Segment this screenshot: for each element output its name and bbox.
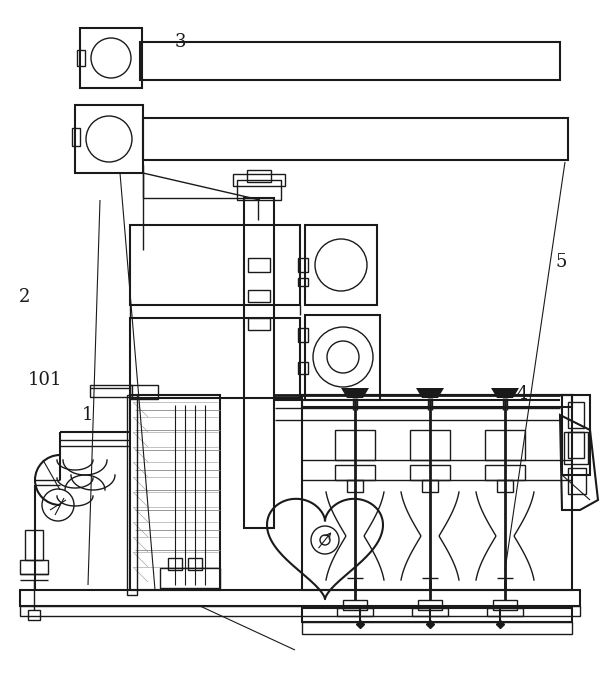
Bar <box>28 610 40 620</box>
Bar <box>75 105 143 173</box>
Text: 4: 4 <box>517 385 527 403</box>
Bar <box>20 590 580 606</box>
Bar <box>347 480 363 492</box>
Bar <box>335 465 375 480</box>
Bar <box>77 50 85 66</box>
Bar <box>188 558 202 570</box>
Bar <box>130 385 158 399</box>
Bar <box>247 170 271 182</box>
Polygon shape <box>416 388 444 398</box>
Bar <box>127 395 137 595</box>
Bar <box>305 315 380 400</box>
Bar <box>305 225 377 305</box>
Bar <box>410 465 450 480</box>
Bar <box>335 430 375 460</box>
Bar <box>343 600 367 610</box>
Bar <box>248 318 270 330</box>
Bar <box>20 560 48 574</box>
Bar <box>410 430 450 460</box>
Bar <box>298 328 308 342</box>
Bar <box>562 395 590 475</box>
Text: 1: 1 <box>81 406 93 424</box>
Bar <box>302 622 572 634</box>
Bar <box>233 174 285 186</box>
Text: 2: 2 <box>19 288 29 306</box>
Bar <box>298 278 308 286</box>
Bar <box>168 558 182 570</box>
Bar <box>487 608 523 616</box>
Bar <box>412 608 448 616</box>
Bar <box>302 395 572 407</box>
Bar <box>298 258 308 272</box>
Bar <box>72 128 80 146</box>
Bar <box>337 608 373 616</box>
Polygon shape <box>491 388 519 398</box>
Bar <box>564 432 588 464</box>
Bar <box>302 395 572 590</box>
Bar <box>302 608 572 622</box>
Bar <box>160 568 220 588</box>
Bar <box>418 600 442 610</box>
Bar <box>485 430 525 460</box>
Polygon shape <box>341 388 369 398</box>
Bar <box>298 362 308 374</box>
Bar <box>130 318 300 398</box>
Bar <box>20 606 580 616</box>
Bar <box>143 118 568 160</box>
Bar <box>244 198 274 528</box>
Bar <box>493 600 517 610</box>
Text: 5: 5 <box>556 253 566 271</box>
Bar <box>130 225 300 305</box>
Bar <box>568 402 584 428</box>
Text: 101: 101 <box>28 371 62 389</box>
Bar <box>248 258 270 272</box>
Bar <box>568 468 586 494</box>
Bar <box>80 28 142 88</box>
Bar <box>90 385 132 397</box>
Bar <box>568 432 584 458</box>
Bar <box>422 480 438 492</box>
Bar <box>248 290 270 302</box>
Bar <box>25 530 43 560</box>
Bar <box>130 395 220 590</box>
Bar <box>140 42 560 80</box>
Bar <box>497 480 513 492</box>
Bar <box>237 180 281 200</box>
Bar <box>485 465 525 480</box>
Text: 3: 3 <box>174 33 186 51</box>
